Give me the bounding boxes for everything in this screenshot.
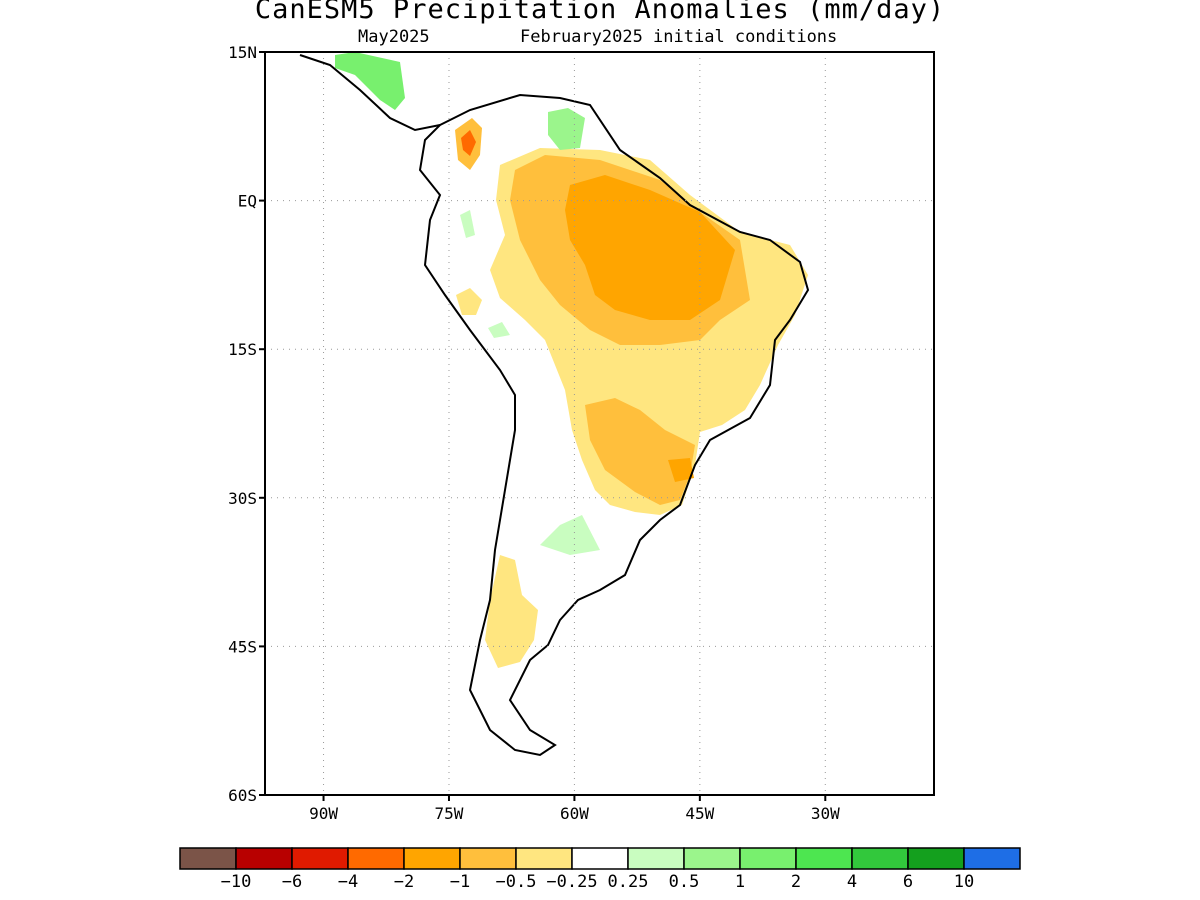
colorbar-label: 1: [735, 872, 745, 892]
colorbar-label: −4: [338, 872, 358, 892]
lat-tick-label: 15S: [228, 340, 257, 359]
anomaly-strong-orange-colombia: [461, 130, 476, 156]
colorbar-label: −2: [394, 872, 414, 892]
chart-title: CanESM5 Precipitation Anomalies (mm/day): [254, 0, 946, 25]
central-america-coastline: [299, 54, 441, 132]
anomaly-strong-orange-core: [565, 175, 735, 320]
longitude-axis: 90W 75W 60W 45W 30W: [309, 795, 840, 823]
anomaly-light-orange-patagonia: [485, 555, 538, 668]
lat-tick-label: EQ: [238, 192, 257, 211]
anomaly-fields: [335, 52, 808, 668]
coastlines: [299, 54, 810, 757]
colorbar-label: −6: [282, 872, 302, 892]
initial-conditions-label: February2025 initial conditions: [520, 27, 838, 47]
anomaly-green-central-america: [335, 52, 405, 110]
anomaly-light-green-ecuador: [460, 210, 475, 238]
south-america-coastline: [418, 93, 810, 757]
colorbar-label: −1: [450, 872, 470, 892]
lat-tick-label: 45S: [228, 637, 257, 656]
lon-tick-label: 30W: [811, 804, 840, 823]
colorbar-swatch: [683, 847, 741, 870]
lat-tick-label: 60S: [228, 786, 257, 805]
anomaly-light-green-peru: [488, 322, 510, 338]
anomaly-green-venezuela: [548, 108, 585, 150]
lat-tick-label: 15N: [228, 43, 257, 62]
lon-tick-label: 75W: [435, 804, 464, 823]
colorbar-legend: −10 −6 −4 −2 −1 −0.5 −0.25 0.25 0.5 1 2 4 6 10: [179, 847, 1021, 892]
colorbar-label: −0.25: [546, 872, 597, 892]
colorbar-label: 2: [791, 872, 801, 892]
map-frame: [264, 51, 935, 796]
colorbar-swatch: [235, 847, 293, 870]
lat-tick-label: 30S: [228, 489, 257, 508]
colorbar-swatch: [851, 847, 909, 870]
colorbar-label: 0.5: [669, 872, 700, 892]
colorbar-swatch: [739, 847, 797, 870]
colorbar-label: 10: [954, 872, 974, 892]
anomaly-light-orange-peru: [456, 288, 482, 315]
colorbar-swatch: [627, 847, 685, 870]
colorbar-swatch: [515, 847, 573, 870]
colorbar-swatch: [907, 847, 965, 870]
colorbar-swatch: [291, 847, 349, 870]
colorbar-swatch: [347, 847, 405, 870]
colorbar-label: 4: [847, 872, 857, 892]
colorbar-label: 6: [903, 872, 913, 892]
colorbar-swatch: [459, 847, 517, 870]
colorbar-swatch: [403, 847, 461, 870]
anomaly-light-green-argentina: [540, 515, 600, 555]
latitude-axis: 15N EQ 15S 30S 45S 60S: [228, 43, 265, 805]
lon-tick-label: 45W: [685, 804, 714, 823]
colorbar-swatch: [571, 847, 629, 870]
colorbar-swatch: [963, 847, 1021, 870]
lon-tick-label: 90W: [309, 804, 338, 823]
colorbar-label: −10: [221, 872, 252, 892]
anomaly-orange-parana: [585, 398, 695, 505]
colorbar-swatch: [179, 847, 237, 870]
colorbar-label: −0.5: [496, 872, 537, 892]
forecast-month: May2025: [358, 27, 430, 47]
colorbar-label: 0.25: [608, 872, 649, 892]
anomaly-strong-orange-coast: [668, 458, 694, 482]
lon-tick-label: 60W: [560, 804, 589, 823]
colorbar-swatch: [795, 847, 853, 870]
